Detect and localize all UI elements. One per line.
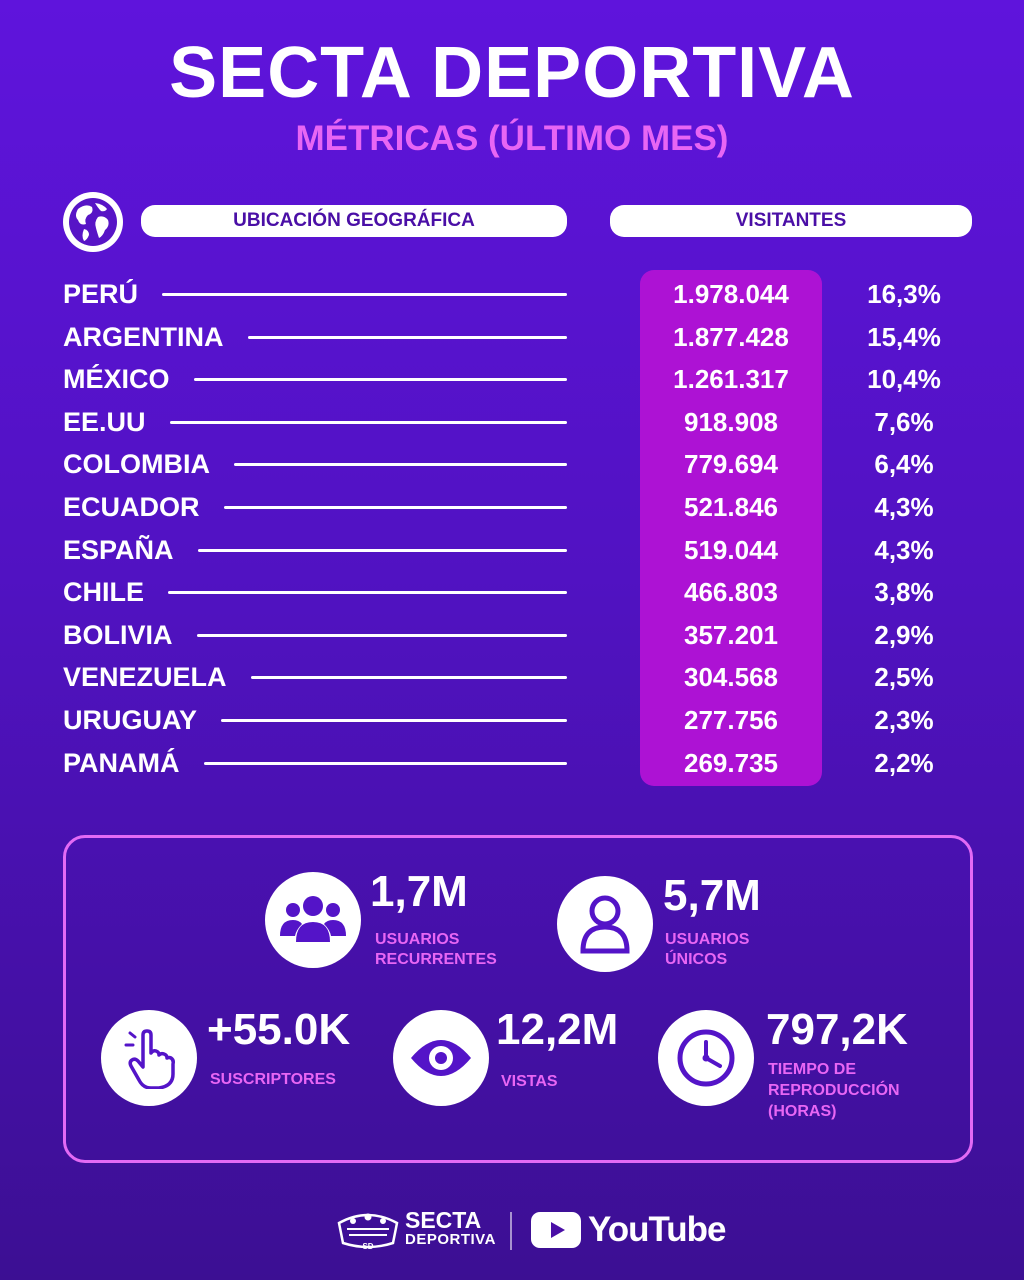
youtube-play-icon	[531, 1212, 581, 1248]
table-row: BOLIVIA 357.201 2,9%	[0, 614, 1024, 656]
visitor-percent: 4,3%	[874, 492, 934, 522]
page-title: SECTA DEPORTIVA	[169, 33, 855, 113]
country-name: ECUADOR	[63, 492, 200, 522]
table-row: ECUADOR 521.846 4,3%	[0, 486, 1024, 528]
stats-panel	[63, 835, 973, 1163]
watch-time-label-2: REPRODUCCIÓN	[768, 1082, 900, 1099]
leader-line	[224, 506, 567, 509]
country-name: MÉXICO	[63, 364, 170, 395]
footer-brand-line2: DEPORTIVA	[405, 1231, 496, 1248]
unique-users-value: 5,7M	[663, 871, 761, 920]
views-value: 12,2M	[496, 1005, 619, 1054]
country-name: URUGUAY	[63, 705, 198, 735]
visitor-percent: 6,4%	[874, 449, 934, 480]
geo-location-header: UBICACIÓN GEOGRÁFICA	[141, 205, 567, 237]
visitors-header: VISITANTES	[610, 205, 972, 237]
visitor-count: 269.735	[684, 747, 778, 778]
youtube-wordmark: YouTube	[588, 1210, 727, 1249]
logo-initials: SD	[362, 1242, 373, 1251]
visitors-column-highlight	[640, 270, 822, 786]
visitor-percent: 2,5%	[874, 662, 934, 693]
visitor-count: 521.846	[684, 492, 778, 522]
user-icon	[557, 876, 653, 972]
visitor-count: 1.877.428	[673, 321, 789, 352]
visitor-count: 277.756	[684, 705, 778, 735]
leader-line	[251, 676, 567, 680]
leader-line	[234, 463, 567, 467]
unique-users-label-1: USUARIOS	[665, 931, 750, 948]
table-row: URUGUAY 277.756 2,3%	[0, 699, 1024, 741]
table-row: VENEZUELA 304.568 2,5%	[0, 656, 1024, 698]
page-subtitle: MÉTRICAS (ÚLTIMO MES)	[295, 119, 729, 158]
leader-line	[194, 378, 567, 382]
visitor-percent: 15,4%	[867, 321, 941, 352]
eye-icon	[393, 1010, 489, 1106]
leader-line	[204, 761, 567, 765]
watch-time-label-1: TIEMPO DE	[768, 1061, 857, 1078]
table-row: PANAMÁ 269.735 2,2%	[0, 742, 1024, 784]
visitor-count: 918.908	[684, 406, 778, 437]
leader-line	[197, 633, 567, 637]
leader-line	[170, 420, 567, 424]
visitor-percent: 16,3%	[867, 279, 941, 309]
recurring-users-label-2: RECURRENTES	[375, 951, 497, 968]
visitor-count: 357.201	[684, 619, 778, 650]
visitor-count: 519.044	[684, 534, 778, 565]
visitor-percent: 7,6%	[874, 406, 934, 437]
visitor-percent: 10,4%	[867, 364, 941, 395]
footer-divider	[510, 1212, 512, 1250]
leader-line	[198, 548, 567, 552]
visitor-count: 304.568	[684, 662, 778, 693]
country-name: COLOMBIA	[63, 449, 210, 480]
subscribers-value: +55.0K	[207, 1005, 351, 1054]
secta-deportiva-logo: SD	[337, 1213, 399, 1251]
table-row: COLOMBIA 779.694 6,4%	[0, 443, 1024, 485]
watch-time-value: 797,2K	[766, 1005, 908, 1054]
table-row: EE.UU 918.908 7,6%	[0, 401, 1024, 443]
leader-line	[221, 719, 567, 722]
footer-brand: SECTA DEPORTIVA	[405, 1207, 496, 1250]
visitor-count: 1.978.044	[673, 279, 789, 309]
country-name: EE.UU	[63, 406, 146, 437]
table-row: PERÚ 1.978.044 16,3%	[0, 273, 1024, 315]
table-row: CHILE 466.803 3,8%	[0, 571, 1024, 613]
visitor-count: 779.694	[684, 449, 778, 480]
unique-users-label-2: ÚNICOS	[665, 951, 728, 968]
leader-line	[162, 293, 567, 296]
table-row: ESPAÑA 519.044 4,3%	[0, 529, 1024, 571]
visitor-count: 1.261.317	[673, 364, 789, 395]
country-name: ESPAÑA	[63, 534, 174, 565]
country-name: PERÚ	[63, 279, 139, 309]
country-name: ARGENTINA	[63, 321, 224, 352]
country-name: VENEZUELA	[63, 662, 227, 693]
visitor-percent: 2,9%	[874, 619, 934, 650]
views-label: VISTAS	[501, 1073, 558, 1090]
users-group-icon	[265, 872, 361, 968]
clock-icon	[658, 1010, 754, 1106]
visitor-percent: 4,3%	[874, 534, 934, 565]
country-name: CHILE	[63, 577, 144, 608]
visitor-percent: 2,2%	[874, 747, 934, 778]
watch-time-label-3: (HORAS)	[768, 1103, 837, 1120]
leader-line	[248, 335, 567, 339]
recurring-users-label-1: USUARIOS	[375, 931, 460, 948]
subscribers-label: SUSCRIPTORES	[210, 1071, 336, 1088]
country-name: BOLIVIA	[63, 619, 173, 650]
visitor-percent: 3,8%	[874, 577, 934, 608]
footer-brand-line1: SECTA	[405, 1207, 482, 1233]
table-row: MÉXICO 1.261.317 10,4%	[0, 358, 1024, 400]
globe-icon	[63, 192, 123, 252]
visitor-percent: 2,3%	[874, 705, 934, 735]
leader-line	[168, 591, 567, 595]
click-hand-icon	[101, 1010, 197, 1106]
country-name: PANAMÁ	[63, 747, 180, 778]
table-row: ARGENTINA 1.877.428 15,4%	[0, 316, 1024, 358]
recurring-users-value: 1,7M	[370, 867, 468, 916]
visitor-count: 466.803	[684, 577, 778, 608]
